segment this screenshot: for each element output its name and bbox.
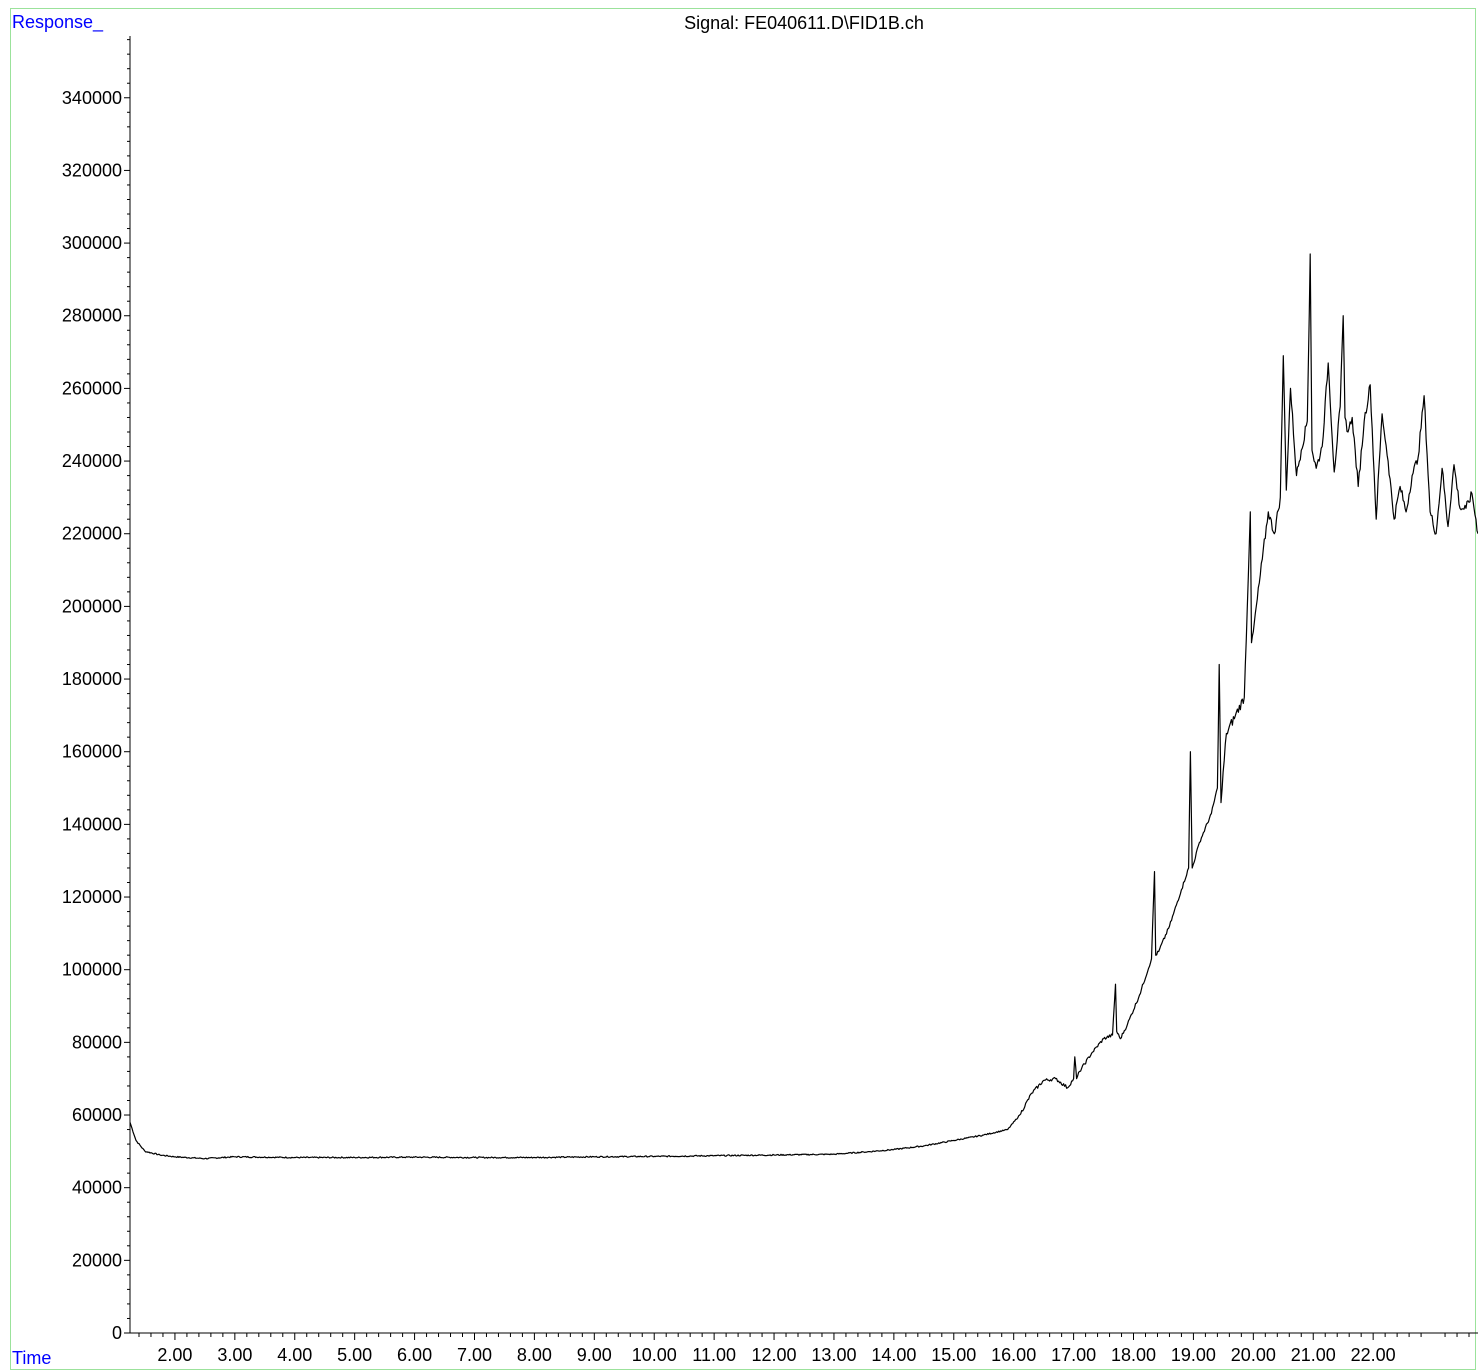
x-tick-label: 13.00 — [811, 1345, 856, 1365]
y-tick-label: 80000 — [72, 1032, 122, 1052]
x-tick-label: 7.00 — [457, 1345, 492, 1365]
y-tick-label: 160000 — [62, 742, 122, 762]
x-axis-label: Time — [12, 1348, 51, 1368]
x-tick-label: 10.00 — [632, 1345, 677, 1365]
y-tick-label: 140000 — [62, 814, 122, 834]
y-tick-label: 180000 — [62, 669, 122, 689]
y-axis-label: Response_ — [12, 12, 104, 33]
y-tick-label: 280000 — [62, 306, 122, 326]
x-tick-label: 16.00 — [991, 1345, 1036, 1365]
x-tick-label: 14.00 — [871, 1345, 916, 1365]
y-tick-label: 60000 — [72, 1105, 122, 1125]
y-tick-label: 200000 — [62, 596, 122, 616]
y-tick-label: 240000 — [62, 451, 122, 471]
x-tick-label: 6.00 — [397, 1345, 432, 1365]
x-tick-label: 12.00 — [752, 1345, 797, 1365]
y-tick-label: 260000 — [62, 378, 122, 398]
y-tick-group: 0 20000 40000 60000 80000 100000 120000 140000 1… — [62, 39, 130, 1343]
y-tick-label: 220000 — [62, 524, 122, 544]
x-tick-label: 2.00 — [157, 1345, 192, 1365]
y-tick-label: 0 — [112, 1323, 122, 1343]
x-tick-label: 19.00 — [1171, 1345, 1216, 1365]
y-tick-label: 320000 — [62, 160, 122, 180]
x-tick-label: 8.00 — [517, 1345, 552, 1365]
y-tick-label: 20000 — [72, 1250, 122, 1270]
x-tick-label: 15.00 — [931, 1345, 976, 1365]
chart-frame — [10, 8, 1476, 1370]
y-tick-label: 120000 — [62, 887, 122, 907]
x-tick-label: 5.00 — [337, 1345, 372, 1365]
x-tick-label: 20.00 — [1231, 1345, 1276, 1365]
x-tick-label: 22.00 — [1351, 1345, 1396, 1365]
x-tick-label: 9.00 — [577, 1345, 612, 1365]
chart-title: Signal: FE040611.D\FID1B.ch — [684, 13, 924, 33]
y-tick-label: 100000 — [62, 960, 122, 980]
y-tick-label: 340000 — [62, 88, 122, 108]
x-tick-label: 11.00 — [692, 1345, 736, 1365]
x-tick-label: 21.00 — [1291, 1345, 1336, 1365]
x-tick-label: 4.00 — [277, 1345, 312, 1365]
x-tick-group: 2.00 3.00 4.00 5.00 6.00 7.00 8.00 9.00 10.00 11.… — [138, 1333, 1470, 1365]
signal-trace — [129, 253, 1478, 1160]
y-tick-label: 40000 — [72, 1178, 122, 1198]
x-tick-label: 3.00 — [217, 1345, 252, 1365]
y-tick-label: 300000 — [62, 233, 122, 253]
x-tick-label: 18.00 — [1111, 1345, 1156, 1365]
x-tick-label: 17.00 — [1051, 1345, 1096, 1365]
